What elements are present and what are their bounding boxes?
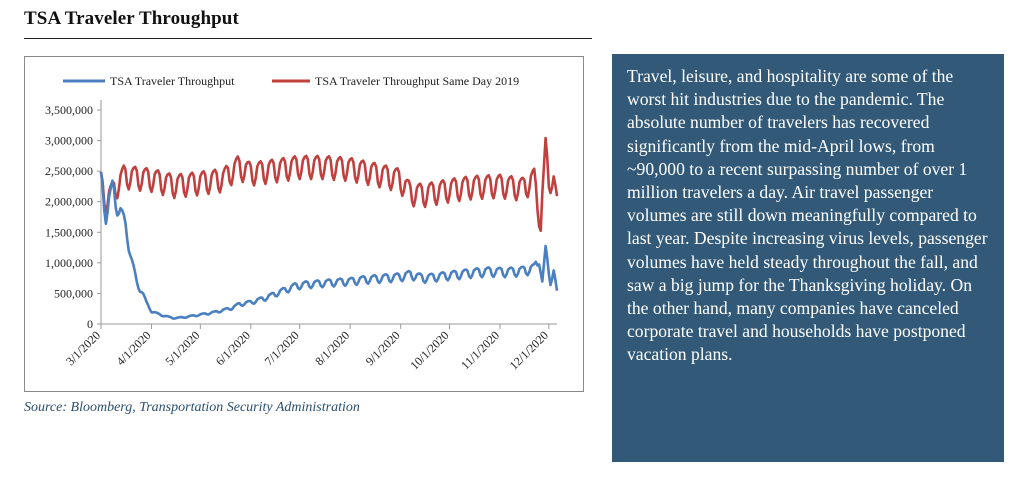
y-tick-label: 1,500,000 xyxy=(45,225,93,239)
x-tick-label: 5/1/2020 xyxy=(162,328,202,368)
x-tick-label: 7/1/2020 xyxy=(262,328,302,368)
commentary-text: Travel, leisure, and hospitality are som… xyxy=(627,66,988,365)
y-tick-label: 1,000,000 xyxy=(45,256,93,270)
x-tick-label: 10/1/2020 xyxy=(407,328,451,372)
series-line-2019 xyxy=(99,136,559,233)
x-tick-label: 6/1/2020 xyxy=(213,328,253,368)
chart-title: TSA Traveler Throughput xyxy=(24,8,239,29)
y-tick-label: 0 xyxy=(87,317,93,331)
legend-label-2019: TSA Traveler Throughput Same Day 2019 xyxy=(315,74,519,88)
source-note: Source: Bloomberg, Transportation Securi… xyxy=(24,400,360,415)
y-tick-label: 2,000,000 xyxy=(45,195,93,209)
x-tick-label: 3/1/2020 xyxy=(63,328,103,368)
x-tick-label: 11/1/2020 xyxy=(458,328,502,372)
series-line-2020 xyxy=(99,171,559,320)
tsa-throughput-chart: 0 500,000 1,000,000 1,500,000 2,000,000 2,500… xyxy=(45,74,559,373)
commentary-panel: Travel, leisure, and hospitality are som… xyxy=(612,54,1004,462)
title-rule xyxy=(24,38,592,39)
x-tick-label: 4/1/2020 xyxy=(114,328,154,368)
y-tick-label: 2,500,000 xyxy=(45,164,93,178)
x-tick-label: 9/1/2020 xyxy=(363,328,403,368)
legend-label-2020: TSA Traveler Throughput xyxy=(110,74,235,88)
y-tick-label: 500,000 xyxy=(54,286,93,300)
y-tick-label: 3,500,000 xyxy=(45,103,93,117)
y-tick-label: 3,000,000 xyxy=(45,134,93,148)
chart-frame: 0 500,000 1,000,000 1,500,000 2,000,000 2,500… xyxy=(24,56,584,392)
x-tick-label: 8/1/2020 xyxy=(312,328,352,368)
x-tick-label: 12/1/2020 xyxy=(507,328,551,372)
